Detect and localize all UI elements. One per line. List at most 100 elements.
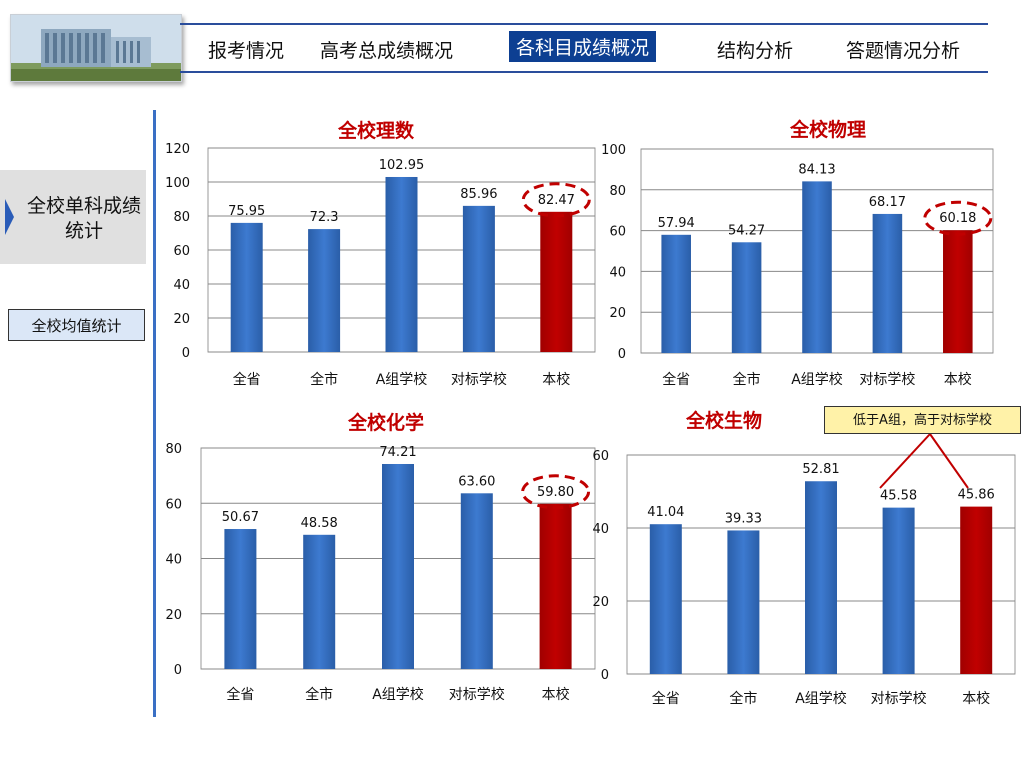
bar-0 (661, 234, 691, 353)
chart-title-biology: 全校生物 (686, 410, 763, 432)
x-tick-label: 对标学校 (859, 371, 915, 388)
data-label: 41.04 (647, 505, 684, 520)
x-tick-label: 本校 (944, 371, 972, 388)
bar-3 (460, 493, 493, 669)
bar-1 (308, 229, 341, 352)
nav-item-subject-score[interactable]: 各科目成绩概况 (509, 31, 657, 62)
bar-2 (385, 176, 418, 352)
bar-1 (727, 530, 760, 674)
y-tick-label: 40 (609, 265, 626, 280)
bar-0 (224, 529, 257, 669)
nav-item-structure[interactable]: 结构分析 (717, 40, 794, 62)
data-label: 68.17 (869, 195, 906, 210)
annotation-callout: 低于A组，高于对标学校 (824, 406, 1021, 434)
x-tick-label: 全市 (729, 690, 757, 707)
x-tick-label: 全省 (226, 686, 254, 703)
nav-item-total-score[interactable]: 高考总成绩概况 (320, 40, 454, 62)
nav-bottom-line (180, 71, 988, 73)
data-label: 75.95 (228, 204, 265, 219)
highlight-ellipse (521, 182, 591, 218)
data-label: 63.60 (458, 474, 495, 489)
data-label: 57.94 (658, 216, 695, 231)
data-label: 60.18 (939, 211, 976, 226)
school-building-logo (10, 14, 182, 82)
data-label: 48.58 (301, 516, 338, 531)
bar-4 (943, 230, 973, 353)
vertical-divider (153, 110, 156, 717)
bar-0 (230, 222, 263, 352)
data-label: 84.13 (798, 162, 835, 177)
y-tick-label: 80 (173, 210, 190, 225)
x-tick-label: 全市 (733, 371, 761, 388)
y-tick-label: 100 (601, 143, 626, 158)
building-image (11, 15, 181, 81)
x-tick-label: 全省 (233, 371, 261, 388)
x-tick-label: 全市 (310, 371, 338, 388)
y-tick-label: 60 (165, 497, 182, 512)
bar-3 (462, 205, 495, 352)
highlight-ellipse (923, 200, 993, 236)
y-tick-label: 20 (173, 312, 190, 327)
data-label: 54.27 (728, 223, 765, 238)
x-tick-label: A组学校 (372, 686, 424, 703)
x-tick-label: 对标学校 (451, 371, 507, 388)
data-label: 74.21 (379, 445, 416, 460)
y-tick-label: 60 (609, 225, 626, 240)
y-tick-label: 20 (165, 608, 182, 623)
x-tick-label: 对标学校 (871, 690, 927, 707)
chart-title-physics: 全校物理 (790, 119, 867, 141)
bar-4 (539, 503, 572, 669)
bar-4 (540, 211, 573, 352)
y-tick-label: 100 (165, 176, 190, 191)
y-tick-label: 40 (165, 553, 182, 568)
bar-0 (649, 524, 682, 674)
data-label: 39.33 (725, 511, 762, 526)
y-tick-label: 80 (165, 442, 182, 457)
x-tick-label: A组学校 (791, 371, 843, 388)
school-mean-stats-button[interactable]: 全校均值统计 (8, 309, 145, 341)
x-tick-label: A组学校 (376, 371, 428, 388)
chart-title-math: 全校理数 (338, 120, 415, 142)
x-tick-label: 全市 (305, 686, 333, 703)
data-label: 50.67 (222, 510, 259, 525)
x-tick-label: 本校 (542, 371, 570, 388)
bar-1 (731, 242, 762, 353)
bar-3 (882, 507, 915, 674)
y-tick-label: 60 (592, 449, 609, 464)
y-tick-label: 120 (165, 142, 190, 157)
x-tick-label: 对标学校 (449, 686, 505, 703)
y-tick-label: 20 (609, 306, 626, 321)
data-label: 52.81 (802, 462, 839, 477)
x-tick-label: A组学校 (795, 690, 847, 707)
y-tick-label: 80 (609, 184, 626, 199)
x-tick-label: 本校 (962, 690, 990, 707)
data-label: 45.58 (880, 489, 917, 504)
chart-title-chemistry: 全校化学 (348, 412, 425, 434)
x-tick-label: 本校 (542, 686, 570, 703)
y-tick-label: 0 (174, 663, 182, 678)
y-tick-label: 40 (592, 522, 609, 537)
y-tick-label: 60 (173, 244, 190, 259)
data-label: 72.3 (310, 210, 339, 225)
nav-top-line (180, 23, 988, 25)
nav-item-answer-analysis[interactable]: 答题情况分析 (846, 40, 961, 62)
nav-item-registration[interactable]: 报考情况 (208, 40, 285, 62)
header: 报考情况 高考总成绩概况 各科目成绩概况 结构分析 答题情况分析 (0, 0, 1024, 95)
data-label: 82.47 (538, 193, 575, 208)
x-tick-label: 全省 (662, 371, 690, 388)
data-label: 85.96 (460, 187, 497, 202)
bar-1 (303, 534, 336, 669)
bar-4 (960, 506, 993, 674)
data-label: 59.80 (537, 485, 574, 500)
y-tick-label: 0 (601, 668, 609, 683)
bar-3 (872, 213, 903, 353)
bar-2 (805, 481, 837, 674)
highlight-ellipse (521, 474, 591, 510)
data-label: 102.95 (379, 158, 425, 173)
sidebar-tab[interactable] (0, 170, 146, 264)
y-tick-label: 0 (618, 347, 626, 362)
